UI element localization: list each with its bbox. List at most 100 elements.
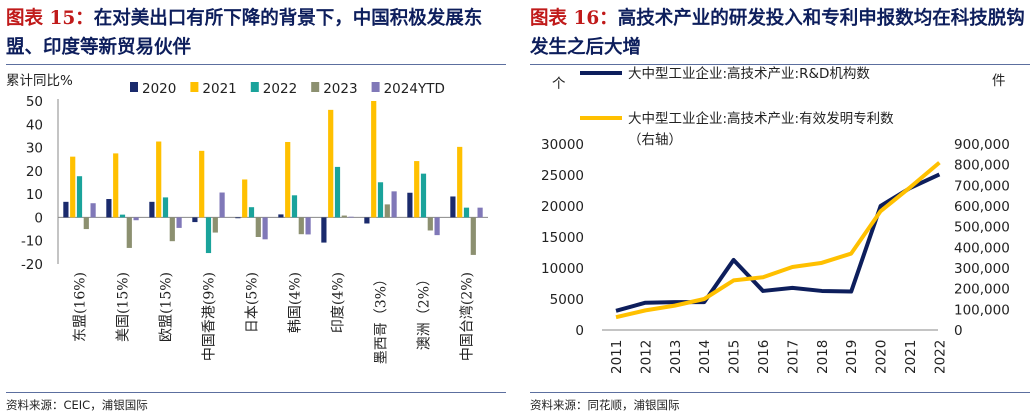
- bar-2024YTD-5: [305, 217, 311, 235]
- bar-legend-swatch-2024YTD: [371, 82, 380, 92]
- bar-legend-label-2022: 2022: [263, 81, 297, 97]
- line-left-tick-20000: 20000: [541, 199, 584, 215]
- line-chart: 个 件 大中型工业企业:高技术产业:R&D机构数大中型工业企业:高技术产业:有效发明…: [541, 65, 1010, 374]
- bar-2020-9: [450, 196, 456, 218]
- bar-2021-2: [156, 141, 162, 218]
- line-x-tick-2013: 2013: [668, 340, 684, 374]
- bar-2024YTD-7: [391, 191, 397, 218]
- left-source-note: 资料来源：CEIC，浦银国际: [6, 398, 148, 412]
- bar-2022-5: [291, 195, 298, 218]
- bar-legend-label-2024YTD: 2024YTD: [384, 81, 445, 97]
- bar-2022-9: [463, 207, 470, 218]
- left-figure-title-text: 在对美出口有所下降的背景下，中国积极发展东盟、印度等新贸易伙伴: [6, 8, 483, 58]
- line-right-tick-2: 200,000: [954, 282, 1010, 298]
- bar-category-label-1: 美国(15%): [116, 272, 132, 342]
- bar-category-label-5: 韩国(4%): [288, 272, 304, 333]
- line-x-tick-2017: 2017: [785, 340, 801, 374]
- bar-2024YTD-9: [477, 207, 483, 218]
- bar-2020-1: [106, 199, 112, 218]
- bar-2023-9: [470, 217, 476, 255]
- bar-legend-swatch-2020: [130, 82, 138, 92]
- bar-2022-6: [334, 166, 341, 218]
- bar-y-tick--10: -10: [21, 234, 43, 250]
- bar-legend-label-2020: 2020: [142, 81, 176, 97]
- right-source-note: 资料来源：同花顺，浦银国际: [530, 398, 680, 412]
- bar-legend-label-2021: 2021: [202, 81, 236, 97]
- bar-category-label-4: 日本(5%): [245, 272, 261, 333]
- bar-2021-0: [70, 156, 76, 218]
- bar-2021-9: [457, 146, 463, 218]
- left-figure-panel: 图表 15：在对美出口有所下降的背景下，中国积极发展东盟、印度等新贸易伙伴 累计…: [0, 0, 510, 417]
- bar-category-label-3: 中国香港(9%): [202, 272, 218, 361]
- line-left-tick-5000: 5000: [550, 292, 584, 308]
- bar-y-tick-30: 30: [26, 141, 43, 157]
- bar-2023-6: [341, 215, 347, 218]
- bar-2020-6: [321, 217, 327, 243]
- bar-2022-0: [76, 176, 83, 218]
- bar-2023-4: [255, 217, 261, 237]
- bar-2021-8: [414, 161, 420, 218]
- left-figure-number: 图表 15：: [6, 8, 94, 29]
- line-right-tick-0: 0: [954, 323, 963, 339]
- bar-2024YTD-1: [133, 217, 139, 221]
- bar-2023-0: [83, 217, 89, 230]
- bar-2021-5: [285, 141, 291, 218]
- line-x-tick-2021: 2021: [903, 340, 919, 374]
- line-right-tick-3: 300,000: [954, 261, 1010, 277]
- right-footer-rule: [530, 392, 1030, 393]
- right-figure-title-text: 高技术产业的研发投入和专利申报数均在科技脱钩发生之后大增: [530, 8, 1025, 58]
- left-footer-rule: [6, 392, 506, 393]
- left-figure-title: 图表 15：在对美出口有所下降的背景下，中国积极发展东盟、印度等新贸易伙伴: [6, 4, 506, 62]
- right-figure-title: 图表 16：高技术产业的研发投入和专利申报数均在科技脱钩发生之后大增: [530, 4, 1030, 62]
- bar-2024YTD-2: [176, 217, 182, 228]
- line-x-tick-2020: 2020: [874, 340, 890, 374]
- bar-category-label-2: 欧盟(15%): [159, 272, 175, 342]
- bar-2022-2: [162, 197, 169, 218]
- bar-2023-8: [427, 217, 433, 231]
- line-right-tick-8: 800,000: [954, 158, 1010, 174]
- line-x-tick-2012: 2012: [638, 340, 654, 374]
- bar-2022-8: [420, 173, 427, 218]
- bar-2023-2: [169, 217, 175, 242]
- line-x-tick-2011: 2011: [609, 340, 625, 374]
- bar-y-axis-label: 累计同比%: [6, 73, 73, 89]
- bar-y-tick-20: 20: [26, 164, 43, 180]
- line-right-tick-6: 600,000: [954, 199, 1010, 215]
- bar-2020-2: [149, 201, 155, 218]
- line-left-tick-30000: 30000: [541, 137, 584, 153]
- bar-2021-4: [242, 179, 248, 218]
- bar-y-tick--20: -20: [21, 257, 43, 273]
- bar-2020-4: [235, 217, 241, 219]
- bar-2020-7: [364, 217, 370, 224]
- bar-category-label-0: 东盟(16%): [73, 272, 89, 342]
- right-figure-panel: 图表 16：高技术产业的研发投入和专利申报数均在科技脱钩发生之后大增 个件大中型…: [524, 0, 1032, 417]
- bar-y-tick-0: 0: [34, 210, 43, 226]
- bar-2020-3: [192, 217, 198, 223]
- bar-2024YTD-6: [348, 216, 354, 218]
- bar-2021-7: [371, 101, 377, 218]
- bar-2023-1: [126, 217, 132, 248]
- bar-y-tick-40: 40: [26, 117, 43, 133]
- line-x-tick-2015: 2015: [727, 340, 743, 374]
- line-right-tick-1: 100,000: [954, 302, 1010, 318]
- bar-category-label-8: 澳洲（2%）: [417, 272, 433, 350]
- right-figure-number: 图表 16：: [530, 8, 618, 29]
- right-title-rule: [530, 64, 1030, 65]
- line-right-tick-7: 700,000: [954, 178, 1010, 194]
- bar-category-label-6: 印度(4%): [331, 272, 347, 333]
- bar-legend-swatch-2023: [311, 82, 320, 92]
- bar-2024YTD-8: [434, 217, 440, 236]
- bar-2022-4: [248, 207, 255, 218]
- bar-2020-8: [407, 192, 413, 218]
- bar-2024YTD-0: [90, 203, 96, 218]
- line-right-tick-5: 500,000: [954, 220, 1010, 236]
- bar-2023-7: [384, 204, 390, 218]
- bar-2021-1: [113, 153, 119, 218]
- line-legend-label-patent-axis: （右轴）: [628, 132, 682, 148]
- bar-2020-5: [278, 214, 284, 218]
- line-x-tick-2016: 2016: [756, 340, 772, 374]
- line-x-tick-2022: 2022: [932, 340, 948, 374]
- line-series-patents: [615, 161, 941, 320]
- bar-2023-5: [298, 217, 304, 235]
- line-x-tick-2018: 2018: [815, 340, 831, 374]
